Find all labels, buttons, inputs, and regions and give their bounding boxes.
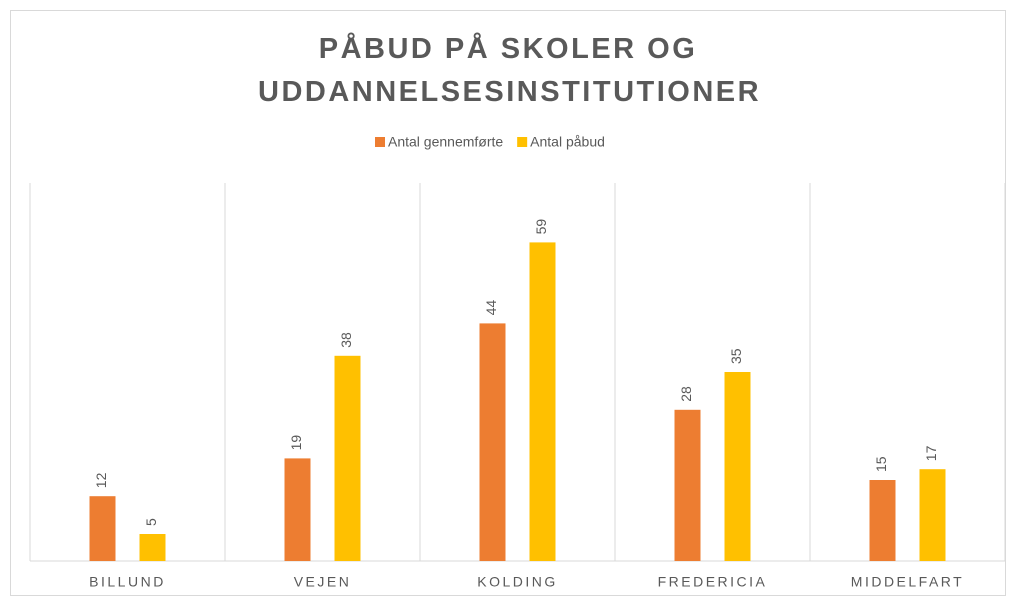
data-label: 15 <box>873 456 889 472</box>
x-tick-label: BILLUND <box>89 574 166 590</box>
data-label: 38 <box>338 332 354 348</box>
data-label: 44 <box>483 300 499 316</box>
data-label: 12 <box>93 472 109 488</box>
bar <box>334 355 361 561</box>
x-tick-label: KOLDING <box>477 574 558 590</box>
legend-swatch <box>517 137 528 147</box>
bar <box>89 496 116 561</box>
bar <box>284 458 311 561</box>
chart-title: PÅBUD PÅ SKOLER OG UDDANNELSESINSTITUTIO… <box>258 33 762 108</box>
legend-label: Antal påbud <box>530 134 605 150</box>
data-label: 19 <box>288 435 304 451</box>
legend-swatch <box>375 137 385 147</box>
bar <box>529 242 556 561</box>
bar <box>919 469 946 561</box>
bar <box>724 372 751 561</box>
legend-label: Antal gennemførte <box>388 134 503 150</box>
chart-border <box>10 10 1006 596</box>
data-label: 59 <box>533 219 549 235</box>
data-label: 28 <box>678 386 694 402</box>
data-label: 17 <box>923 445 939 461</box>
bar <box>674 409 701 561</box>
x-tick-label: VEJEN <box>294 574 352 590</box>
bar <box>869 480 896 561</box>
bar <box>139 534 166 561</box>
data-label: 5 <box>143 518 159 526</box>
bar <box>479 323 506 561</box>
x-tick-label: FREDERICIA <box>658 574 768 590</box>
data-label: 35 <box>728 348 744 364</box>
x-tick-label: MIDDELFART <box>851 574 964 590</box>
